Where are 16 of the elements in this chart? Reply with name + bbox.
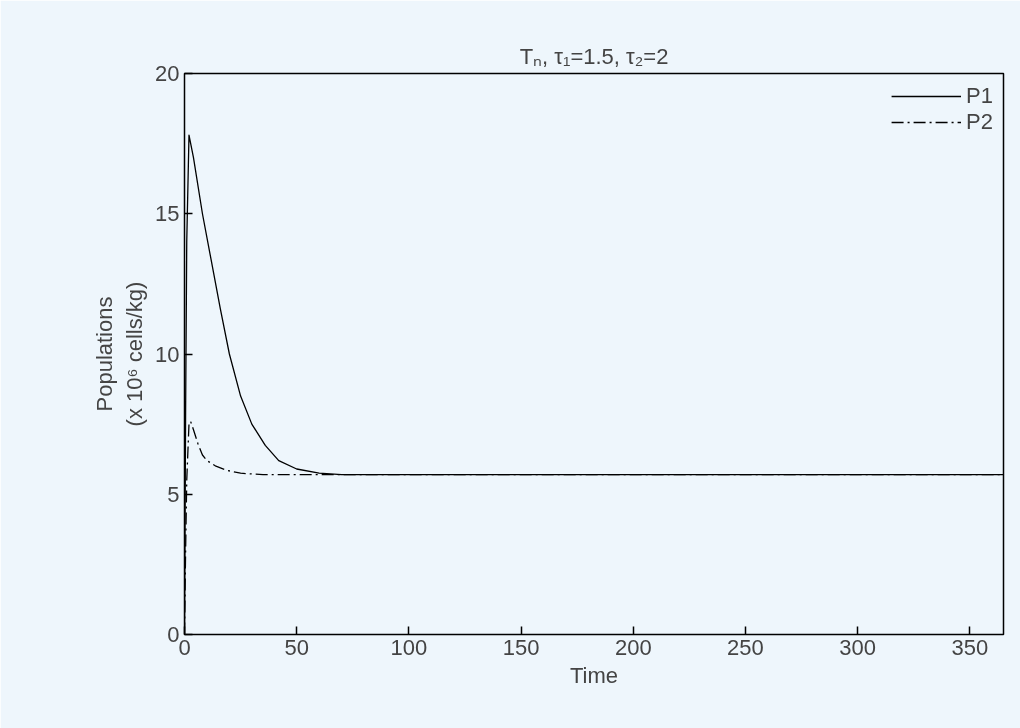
y-axis-title: Populations (x 10⁶ cells/kg) [92,281,148,427]
x-tick-label: 100 [390,634,428,660]
y-tick-label: 20 [155,61,180,86]
legend-label: P2 [966,109,993,135]
x-tick-label: 50 [284,634,309,660]
y-tick-label: 15 [155,201,180,227]
y-tick-label: 10 [155,341,180,367]
chart-title: Tₙ, τ₁=1.5, τ₂=2 [519,43,669,69]
x-tick-label: 200 [614,634,652,660]
x-axis-title: Time [569,662,619,688]
x-tick-label: 250 [727,634,764,660]
x-tick-label: 350 [951,634,989,660]
legend-label: P1 [966,83,993,109]
x-tick-label: 150 [502,634,540,660]
x-tick-label: 300 [839,634,877,660]
y-tick-label: 5 [167,481,180,507]
